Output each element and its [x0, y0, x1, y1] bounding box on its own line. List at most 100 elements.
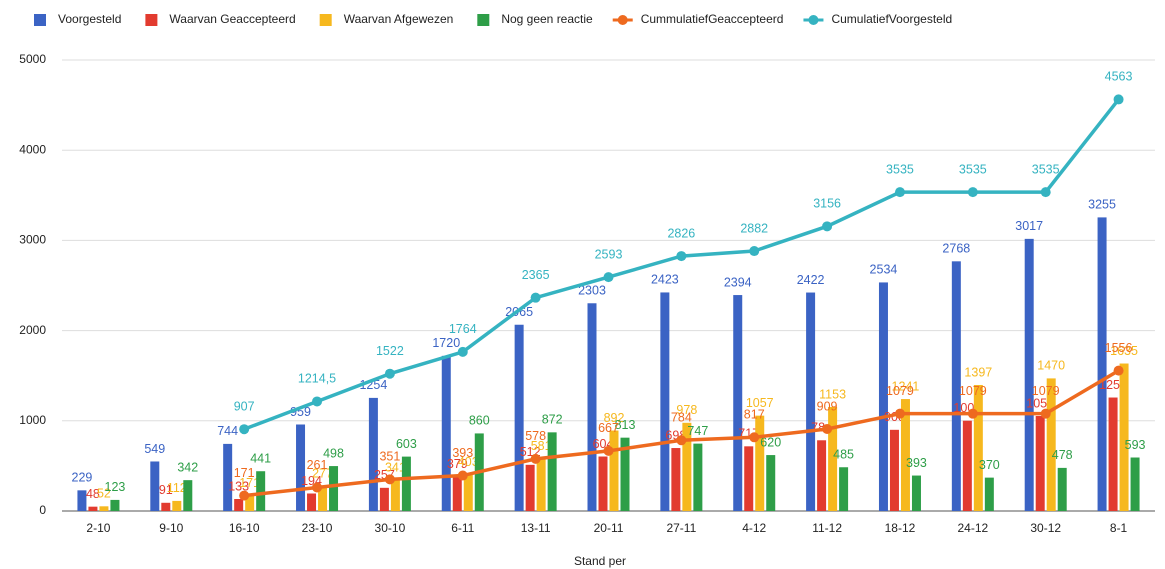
bar-value-label: 747 — [687, 424, 708, 438]
line-point — [676, 251, 687, 262]
line-value-label: 3535 — [959, 162, 987, 176]
bar-value-label: 441 — [250, 452, 271, 466]
line-point — [749, 432, 760, 443]
line-value-label: 1522 — [376, 344, 404, 358]
legend-swatch — [477, 14, 490, 26]
line-point — [1113, 94, 1124, 105]
bar — [900, 399, 910, 511]
bar — [110, 499, 120, 511]
line-point — [457, 470, 468, 481]
bar — [318, 486, 328, 511]
y-tick-label: 2000 — [19, 323, 46, 337]
bar — [984, 477, 994, 511]
legend-label: Nog geen reactie — [501, 12, 593, 26]
x-tick-label: 18-12 — [885, 521, 916, 535]
line-point — [967, 408, 978, 419]
x-tick-label: 4-12 — [742, 521, 766, 535]
bar-value-label: 3017 — [1015, 219, 1043, 233]
bar-value-label: 485 — [833, 448, 854, 462]
line-point — [457, 346, 468, 357]
line-point — [384, 474, 395, 485]
bar-value-label: 393 — [906, 456, 927, 470]
bar-value-label: 549 — [144, 442, 165, 456]
bar-value-label: 123 — [105, 480, 126, 494]
y-tick-label: 4000 — [19, 142, 46, 156]
bar — [817, 440, 827, 511]
bar-value-label: 112 — [167, 481, 187, 495]
bar — [256, 471, 266, 511]
bar-value-label: 1397 — [964, 365, 992, 379]
bar — [99, 506, 109, 511]
bar-value-label: 379 — [447, 457, 468, 471]
line-point — [967, 187, 978, 198]
bar-value-label: 581 — [531, 439, 552, 453]
line-point — [749, 246, 760, 257]
line-point — [239, 424, 250, 435]
bar — [587, 303, 597, 511]
bar-value-label: 403 — [458, 455, 479, 469]
legend-swatch — [34, 14, 46, 26]
bar-value-label: 229 — [72, 471, 93, 485]
bar — [911, 475, 921, 511]
bar-value-label: 478 — [1052, 448, 1073, 462]
line-value-label: 1079 — [886, 384, 914, 398]
bar — [172, 500, 182, 511]
bar-value-label: 603 — [396, 437, 417, 451]
line-point — [603, 272, 614, 283]
bar — [744, 446, 754, 511]
line-point — [384, 368, 395, 379]
bar — [296, 424, 306, 511]
bar — [962, 420, 972, 511]
bar — [452, 476, 462, 511]
bar — [223, 443, 233, 511]
line-value-label: 817 — [744, 408, 765, 422]
line-value-label: 784 — [671, 411, 692, 425]
x-tick-label: 16-10 — [229, 521, 260, 535]
x-tick-label: 13-11 — [521, 521, 551, 535]
line-value-label: 261 — [307, 458, 328, 472]
bar-value-label: 341 — [385, 461, 406, 475]
bar — [1046, 378, 1056, 511]
bar — [245, 495, 255, 511]
bar — [733, 295, 743, 511]
bar — [806, 292, 816, 511]
line-value-label: 2365 — [522, 268, 550, 282]
bar — [368, 397, 378, 511]
bar — [671, 448, 681, 511]
bar-value-label: 978 — [676, 403, 697, 417]
bar — [463, 474, 473, 511]
line-point — [1040, 187, 1051, 198]
bar — [525, 464, 535, 511]
legend-label: Voorgesteld — [58, 12, 121, 26]
line — [243, 98, 1120, 431]
bar — [620, 437, 630, 511]
bar-value-label: 593 — [1125, 438, 1146, 452]
bar-value-label: 744 — [217, 424, 238, 438]
x-tick-label: 27-11 — [666, 521, 696, 535]
line-value-label: 393 — [452, 446, 473, 460]
legend-label: Waarvan Afgewezen — [344, 12, 454, 26]
bar — [547, 432, 557, 511]
x-tick-label: 23-10 — [302, 521, 333, 535]
x-tick-label: 11-12 — [812, 521, 842, 535]
bar — [973, 384, 983, 511]
bar-value-label: 277 — [312, 466, 333, 480]
x-axis-label: Stand per — [574, 554, 626, 568]
bar-value-label: 1470 — [1037, 359, 1065, 373]
line-value-label: 1079 — [1032, 384, 1060, 398]
line-point — [894, 187, 905, 198]
bar — [1057, 467, 1067, 511]
bar-value-label: 48 — [86, 487, 100, 501]
bar — [329, 466, 339, 511]
legend-marker — [617, 15, 628, 25]
line-value-label: 1764 — [449, 322, 477, 336]
bar-value-label: 342 — [177, 460, 198, 474]
x-tick-label: 6-11 — [451, 521, 474, 535]
x-tick-label: 2-10 — [86, 521, 110, 535]
line-point — [312, 482, 323, 493]
bar — [609, 430, 619, 511]
line-point — [894, 408, 905, 419]
line-point — [822, 221, 833, 232]
line-value-label: 3535 — [1032, 162, 1060, 176]
bar-value-label: 1635 — [1110, 344, 1138, 358]
